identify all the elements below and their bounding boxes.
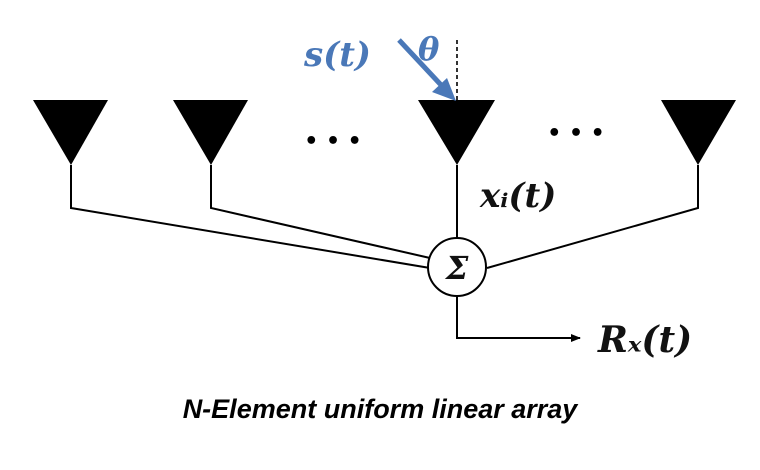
output-line [456, 296, 581, 342]
arrow-icon [432, 78, 456, 101]
output-label: Rₓ(t) [597, 319, 692, 361]
antenna-icon [173, 100, 248, 165]
angle-label: θ [418, 30, 440, 68]
antenna-icon [33, 100, 108, 165]
signal-label: s(t) [303, 35, 371, 75]
summation-node [427, 237, 487, 297]
signal-arrow-shaft [397, 38, 444, 88]
feed-line [70, 165, 431, 269]
feed-line [486, 165, 699, 269]
summation-symbol: Σ [445, 249, 469, 287]
ellipsis-left: • • • [304, 129, 362, 154]
antenna-icon [661, 100, 736, 165]
element-output-label: xᵢ(t) [479, 176, 556, 216]
diagram-caption: N-Element uniform linear array [182, 394, 578, 424]
ellipsis-right: • • • [547, 121, 605, 146]
antenna-icon [418, 100, 495, 165]
feed-line [210, 165, 431, 259]
